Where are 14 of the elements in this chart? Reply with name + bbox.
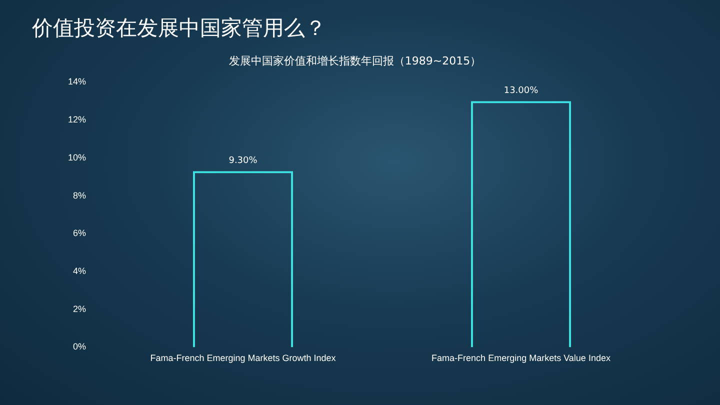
x-tick-label: Fama-French Emerging Markets Growth Index: [150, 353, 336, 364]
y-tick-label: 6%: [73, 228, 86, 238]
chart-subtitle: 发展中国家价值和增长指数年回报（1989~2015）: [228, 54, 482, 68]
y-tick-label: 10%: [68, 152, 86, 162]
y-tick-label: 8%: [73, 190, 86, 200]
y-tick-label: 12%: [68, 114, 86, 125]
y-tick-label: 2%: [73, 304, 86, 314]
chart-title: 价值投资在发展中国家管用么？: [32, 15, 326, 42]
y-tick-label: 4%: [73, 266, 86, 276]
y-tick-label: 0%: [73, 342, 86, 352]
data-label: 9.30%: [228, 156, 258, 166]
data-label: 13.00%: [504, 86, 539, 96]
y-tick-label: 14%: [68, 76, 86, 87]
x-tick-label: Fama-French Emerging Markets Value Index: [432, 353, 611, 364]
